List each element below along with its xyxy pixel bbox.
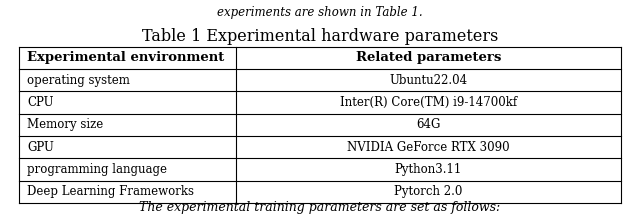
Text: programming language: programming language (27, 163, 167, 176)
Text: 64G: 64G (416, 118, 440, 131)
Text: The experimental training parameters are set as follows:: The experimental training parameters are… (140, 201, 500, 214)
Text: Table 1 Experimental hardware parameters: Table 1 Experimental hardware parameters (142, 28, 498, 45)
Text: Pytorch 2.0: Pytorch 2.0 (394, 185, 463, 198)
Text: Inter(R) Core(TM) i9-14700kf: Inter(R) Core(TM) i9-14700kf (340, 96, 517, 109)
Text: NVIDIA GeForce RTX 3090: NVIDIA GeForce RTX 3090 (347, 141, 509, 154)
Text: Deep Learning Frameworks: Deep Learning Frameworks (27, 185, 194, 198)
Text: experiments are shown in Table 1.: experiments are shown in Table 1. (217, 6, 423, 19)
Text: operating system: operating system (27, 74, 130, 87)
Text: Python3.11: Python3.11 (395, 163, 462, 176)
Text: Experimental environment: Experimental environment (27, 52, 224, 64)
Text: CPU: CPU (27, 96, 53, 109)
Text: GPU: GPU (27, 141, 54, 154)
Text: Ubuntu22.04: Ubuntu22.04 (389, 74, 467, 87)
Text: Related parameters: Related parameters (356, 52, 501, 64)
Text: Memory size: Memory size (27, 118, 103, 131)
